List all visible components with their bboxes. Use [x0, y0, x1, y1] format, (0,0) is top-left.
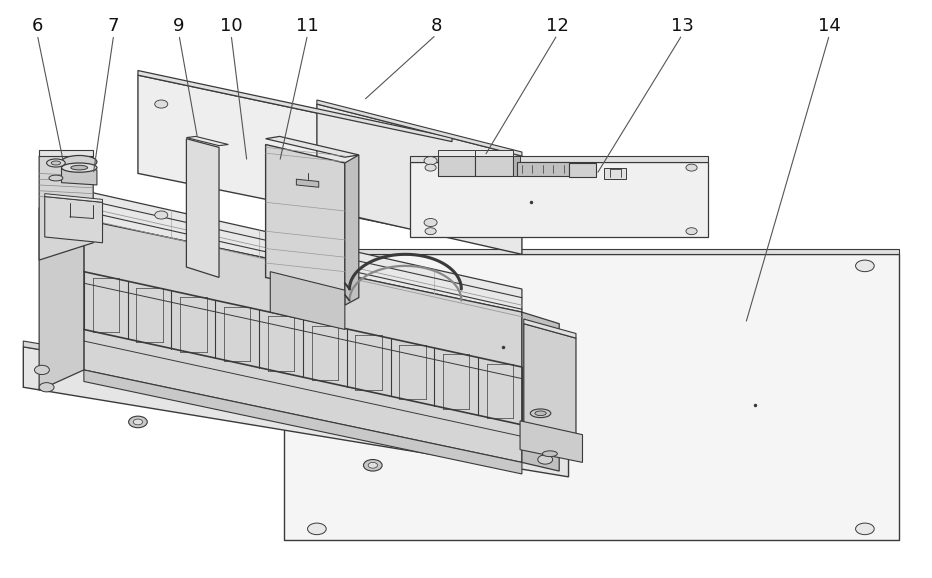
Polygon shape [317, 100, 522, 156]
Circle shape [686, 164, 697, 171]
Polygon shape [138, 71, 452, 142]
Polygon shape [475, 156, 513, 176]
Polygon shape [138, 75, 452, 237]
Polygon shape [524, 319, 576, 338]
Polygon shape [513, 156, 520, 176]
Text: 6: 6 [32, 17, 43, 35]
Circle shape [39, 383, 54, 392]
Circle shape [308, 523, 326, 535]
Circle shape [34, 365, 49, 375]
Ellipse shape [47, 159, 65, 167]
Ellipse shape [530, 409, 551, 417]
Polygon shape [266, 144, 345, 295]
Ellipse shape [71, 165, 88, 170]
Polygon shape [45, 197, 103, 243]
Text: 8: 8 [431, 17, 442, 35]
Polygon shape [186, 136, 228, 146]
Polygon shape [186, 139, 219, 277]
Circle shape [856, 523, 874, 535]
Text: 7: 7 [108, 17, 119, 35]
Polygon shape [270, 272, 345, 329]
Polygon shape [317, 104, 522, 254]
Circle shape [425, 228, 436, 235]
Circle shape [686, 228, 697, 235]
Polygon shape [438, 150, 475, 156]
Circle shape [155, 211, 168, 219]
Polygon shape [410, 156, 708, 162]
Ellipse shape [51, 161, 61, 165]
Ellipse shape [62, 163, 97, 172]
Polygon shape [284, 254, 899, 540]
Polygon shape [23, 341, 569, 439]
Circle shape [308, 260, 326, 272]
Polygon shape [84, 370, 522, 474]
Polygon shape [345, 155, 359, 305]
Polygon shape [475, 156, 483, 176]
Text: 13: 13 [671, 17, 693, 35]
Circle shape [856, 260, 874, 272]
Polygon shape [39, 156, 93, 260]
Polygon shape [23, 347, 569, 477]
Text: 14: 14 [818, 17, 841, 35]
Text: 11: 11 [296, 17, 319, 35]
Polygon shape [266, 136, 359, 157]
Polygon shape [84, 220, 522, 462]
Circle shape [129, 416, 147, 428]
Polygon shape [284, 249, 899, 254]
Polygon shape [524, 324, 576, 436]
Polygon shape [475, 150, 513, 156]
Polygon shape [522, 312, 559, 471]
Polygon shape [410, 162, 708, 237]
Ellipse shape [535, 411, 546, 416]
Circle shape [363, 460, 382, 471]
Polygon shape [296, 179, 319, 187]
Circle shape [538, 455, 553, 464]
Ellipse shape [48, 175, 62, 181]
Polygon shape [520, 421, 582, 462]
Text: 12: 12 [546, 17, 569, 35]
Circle shape [368, 462, 377, 468]
Ellipse shape [542, 451, 557, 457]
Polygon shape [604, 168, 626, 179]
Circle shape [133, 419, 143, 425]
Polygon shape [569, 163, 596, 177]
Circle shape [424, 218, 437, 227]
Polygon shape [45, 194, 103, 202]
Polygon shape [39, 191, 84, 390]
Text: 9: 9 [173, 17, 185, 35]
Polygon shape [517, 162, 569, 176]
Circle shape [155, 100, 168, 108]
Polygon shape [39, 150, 93, 156]
Text: 10: 10 [220, 17, 242, 35]
Circle shape [424, 157, 437, 165]
Polygon shape [84, 191, 522, 312]
Polygon shape [438, 156, 475, 176]
Circle shape [425, 164, 436, 171]
Polygon shape [62, 168, 97, 185]
Ellipse shape [62, 155, 97, 168]
